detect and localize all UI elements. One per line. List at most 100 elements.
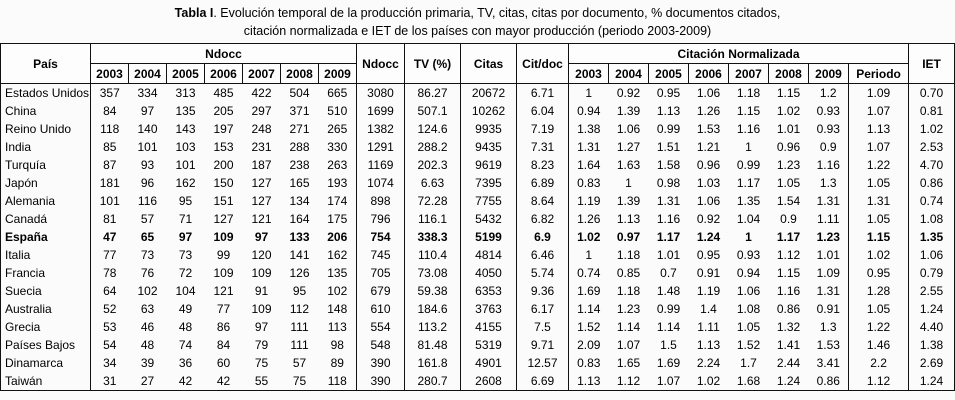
iet-value: 1.24 (908, 372, 955, 391)
table-row: Italia 77 73 73 99 120 141 162 745 110.4 4814 6.46 1… (1, 246, 955, 264)
table-row: España 47 65 97 109 97 133 206 754 338.3 5199 6.9 1.… (1, 228, 955, 246)
cn-year-value: 1.19 (696, 284, 721, 298)
col-header-ndocc-2008: 2008 (280, 63, 319, 84)
cn-year-value: 1.01 (656, 248, 681, 262)
cn-year-value: 1.16 (816, 158, 840, 172)
col-header-cn-2004: 2004 (608, 63, 650, 84)
cn-year-value: 1.15 (736, 104, 761, 118)
iet-value: 0.70 (908, 83, 955, 102)
citdoc-value: 7.31 (516, 138, 569, 156)
citas-value: 5199 (460, 228, 517, 246)
citas-value: 9935 (460, 120, 517, 138)
header-row-groups: País Ndocc Ndocc TV (%) Citas Cit/doc Ci… (0, 43, 955, 84)
cn-year-value: 1.05 (736, 320, 761, 334)
cn-year-value: 1.3 (819, 176, 837, 190)
ndocc-year-value: 165 (289, 176, 310, 190)
ndocc-year-value: 113 (327, 320, 347, 334)
tv-value: 6.63 (404, 174, 461, 192)
cn-year-value: 1.65 (616, 356, 641, 370)
cn-year-value: 1.18 (616, 248, 641, 262)
ndocc-year-value: 126 (289, 266, 310, 280)
table-row: Australia 52 63 49 77 109 112 148 610 184.6 3763 6.… (1, 300, 955, 318)
ndocc-year-value: 87 (90, 156, 129, 174)
country-name: Estados Unidos (5, 86, 90, 100)
ndocc-year-value: 485 (213, 86, 234, 100)
col-header-ndocc-2007: 2007 (242, 63, 281, 84)
cn-year-value: 1.31 (816, 284, 840, 298)
cn-year-value: 1.12 (776, 248, 801, 262)
cn-year-value: 0.9 (780, 212, 797, 226)
table-row: Estados Unidos 357 334 313 485 422 504 665 3080 8… (1, 83, 955, 102)
iet-value: 0.74 (908, 192, 955, 210)
citas-value: 5319 (460, 336, 517, 354)
cn-periodo-value: 1.07 (848, 138, 909, 156)
ndocc-year-value: 99 (216, 248, 231, 262)
cn-year-value: 1.07 (648, 372, 689, 391)
cn-year-value: 1.17 (736, 176, 761, 190)
table-row: Japón 181 96 162 150 127 165 193 1074 6.63 7395 6.8… (1, 174, 955, 192)
cn-year-value: 0.86 (808, 372, 849, 391)
ndocc-year-value: 175 (327, 212, 348, 226)
ndocc-total-value: 1074 (356, 174, 405, 192)
iet-value: 1.24 (908, 300, 955, 318)
cn-year-value: 1.39 (616, 104, 641, 118)
tv-value: 202.3 (404, 156, 461, 174)
ndocc-year-value: 60 (216, 356, 231, 370)
ndocc-year-value: 57 (292, 356, 307, 370)
cn-year-value: 0.93 (816, 104, 840, 118)
citas-value: 4814 (460, 246, 517, 264)
cn-year-value: 0.99 (736, 158, 761, 172)
ndocc-year-value: 46 (140, 320, 155, 334)
country-name: China (5, 104, 37, 118)
ndocc-year-value: 422 (251, 86, 272, 100)
iet-value: 1.06 (908, 246, 955, 264)
cn-periodo-value: 1.22 (848, 318, 909, 336)
cn-year-value: 0.91 (696, 266, 721, 280)
cn-year-value: 1.16 (776, 284, 801, 298)
citdoc-value: 12.57 (516, 354, 569, 372)
cn-year-value: 1.23 (776, 158, 801, 172)
cn-year-value: 0.95 (696, 248, 721, 262)
ndocc-total-value: 1291 (356, 138, 405, 156)
ndocc-year-value: 75 (254, 356, 269, 370)
ndocc-year-value: 42 (166, 372, 205, 391)
tv-value: 288.2 (404, 138, 461, 156)
ndocc-year-value: 77 (90, 246, 129, 264)
col-header-ndocc-total: Ndocc (356, 43, 406, 84)
cn-periodo-value: 1.05 (848, 210, 909, 228)
header-row-years: 2003 2004 2005 2006 2007 2008 2009 2003 … (1, 63, 955, 84)
cn-year-value: 1.26 (568, 210, 609, 228)
ndocc-year-value: 151 (213, 194, 234, 208)
citas-value: 9435 (460, 138, 517, 156)
tv-value: 280.7 (404, 372, 461, 391)
cn-year-value: 1.16 (736, 122, 761, 136)
ndocc-year-value: 205 (213, 104, 234, 118)
cn-year-value: 1.17 (656, 230, 681, 244)
col-group-citacion-normalizada: Citación Normalizada (568, 43, 910, 64)
table-row: India 85 101 103 153 231 288 330 1291 288.2 9435 7.… (1, 138, 955, 156)
cn-year-value: 1.69 (568, 282, 609, 300)
ndocc-year-value: 89 (330, 356, 344, 370)
ndocc-year-value: 27 (128, 372, 167, 391)
col-header-tv: TV (%) (404, 43, 462, 84)
cn-year-value: 1.32 (776, 320, 801, 334)
ndocc-year-value: 271 (289, 122, 310, 136)
ndocc-year-value: 197 (213, 122, 234, 136)
cn-year-value: 0.85 (616, 266, 641, 280)
ndocc-year-value: 73 (140, 248, 155, 262)
ndocc-year-value: 504 (289, 86, 310, 100)
ndocc-year-value: 109 (251, 302, 272, 316)
ndocc-year-value: 162 (175, 176, 196, 190)
cn-periodo-value: 1.46 (848, 336, 909, 354)
citas-value: 6353 (460, 282, 517, 300)
ndocc-year-value: 85 (90, 138, 129, 156)
citdoc-value: 6.46 (516, 246, 569, 264)
ndocc-year-value: 150 (213, 176, 234, 190)
cn-year-value: 1.13 (568, 372, 609, 391)
cn-year-value: 1.02 (776, 104, 801, 118)
cn-year-value: 0.97 (616, 230, 641, 244)
citas-value: 20672 (460, 83, 517, 102)
ndocc-year-value: 42 (204, 372, 243, 391)
ndocc-year-value: 330 (327, 140, 348, 154)
cn-periodo-value: 1.31 (848, 192, 909, 210)
